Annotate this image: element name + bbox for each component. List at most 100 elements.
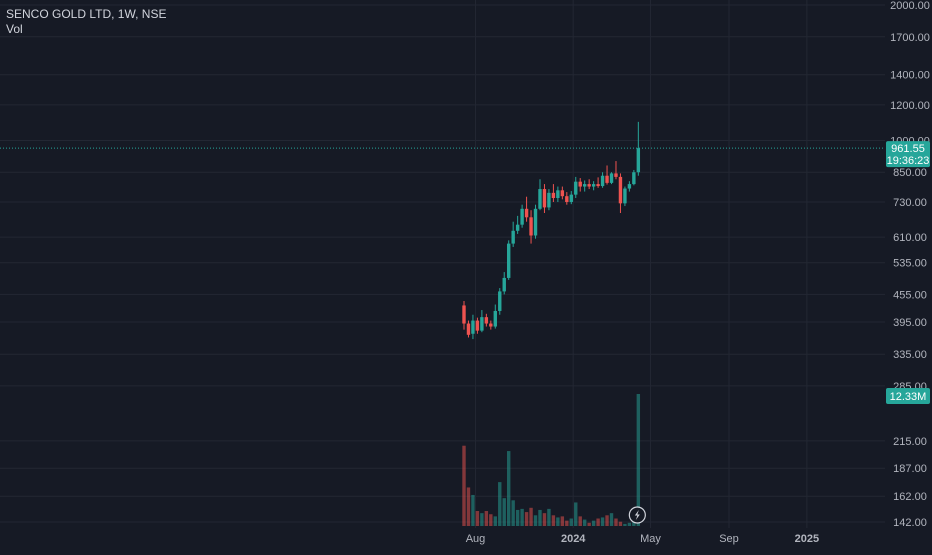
candle-body <box>569 194 573 202</box>
volume-bar <box>515 509 520 526</box>
candle-body <box>574 181 578 195</box>
time-tick-label: Aug <box>466 533 486 545</box>
price-tick-label: 1700.00 <box>890 32 930 44</box>
candle-body <box>582 184 587 187</box>
candle-body <box>489 323 493 327</box>
candle-body <box>591 184 596 187</box>
price-tick-label: 335.00 <box>893 349 927 361</box>
candle-body <box>520 208 524 225</box>
legend: SENCO GOLD LTD, 1W, NSE Vol <box>6 7 166 37</box>
volume-bar <box>596 518 600 526</box>
volume-bar <box>484 511 489 526</box>
volume-bar <box>524 512 529 526</box>
volume-bar <box>587 522 591 526</box>
volume-bar <box>520 508 524 526</box>
volume-bar <box>498 482 502 526</box>
price-tick-label: 1200.00 <box>890 100 930 112</box>
candle-body <box>605 175 609 183</box>
volume-bar <box>466 487 471 526</box>
lightning-icon[interactable] <box>628 506 646 524</box>
price-tick-label: 2000.00 <box>890 0 930 12</box>
volume-bar <box>493 516 497 526</box>
volume-bar <box>605 515 609 526</box>
time-tick-label: 2024 <box>561 533 586 545</box>
volume-bar <box>547 508 551 526</box>
candle-body <box>623 188 627 204</box>
candle-body <box>614 173 618 177</box>
candle-body <box>502 277 506 292</box>
volume-bar <box>565 520 569 526</box>
price-tick-label: 455.00 <box>893 289 927 301</box>
candle-body <box>475 320 480 331</box>
candle-body <box>533 208 538 236</box>
candle-body <box>484 317 489 324</box>
time-tick-label: Sep <box>719 533 739 545</box>
price-tick-label: 395.00 <box>893 317 927 329</box>
price-tick-label: 187.00 <box>893 463 927 475</box>
last-volume-label: 12.33M <box>890 391 927 403</box>
volume-bar <box>600 517 605 526</box>
price-tick-label: 535.00 <box>893 258 927 270</box>
candle-body <box>547 192 551 208</box>
candle-body <box>493 310 497 327</box>
price-tick-label: 215.00 <box>893 436 927 448</box>
volume-bar <box>569 518 573 526</box>
time-tick-label: 2025 <box>795 533 819 545</box>
volume-bar <box>591 520 596 526</box>
grid-lines <box>0 0 885 528</box>
volume-bar <box>511 500 515 526</box>
candle-body <box>565 196 569 202</box>
volume-bars <box>462 394 641 526</box>
candles <box>462 121 641 340</box>
volume-bar <box>627 522 632 526</box>
volume-bar <box>609 513 614 526</box>
volume-bar <box>507 451 511 526</box>
candle-body <box>466 323 471 335</box>
candle-body <box>471 320 475 334</box>
price-tick-label: 850.00 <box>893 167 927 179</box>
volume-bar <box>529 507 533 526</box>
last-price-badge <box>886 141 930 168</box>
symbol-title[interactable]: SENCO GOLD LTD, 1W, NSE <box>6 7 167 21</box>
price-tick-label: 162.00 <box>893 491 927 503</box>
time-axis[interactable]: Aug 2024 May Sep 2025 <box>466 533 819 545</box>
price-tick-label: 1400.00 <box>890 70 930 82</box>
candle-body <box>542 189 547 208</box>
volume-bar <box>623 523 627 526</box>
volume-bar <box>475 511 480 526</box>
countdown-label: 19:36:23 <box>887 155 930 167</box>
candle-body <box>524 208 529 218</box>
price-axis[interactable]: 2000.001700.001400.001200.001000.00850.0… <box>890 0 930 529</box>
last-price-label: 961.55 <box>891 143 925 155</box>
candle-body <box>507 243 511 278</box>
volume-bar <box>538 509 542 526</box>
candle-body <box>551 192 556 199</box>
volume-bar <box>502 498 506 526</box>
candle-body <box>560 190 565 197</box>
candle-body <box>538 189 542 209</box>
candle-body <box>600 175 605 187</box>
candle-body <box>587 184 591 187</box>
candle-body <box>596 184 600 187</box>
volume-bar <box>618 521 623 526</box>
volume-bar <box>574 502 578 526</box>
candle-body <box>480 317 484 331</box>
candle-body <box>529 217 533 236</box>
candle-body <box>556 190 560 199</box>
lightning-glyph <box>634 510 640 520</box>
volume-legend[interactable]: Vol <box>6 22 23 36</box>
price-tick-label: 142.00 <box>893 517 927 529</box>
volume-bar <box>542 513 547 526</box>
time-tick-label: May <box>640 533 661 545</box>
volume-bar <box>636 394 641 526</box>
volume-bar <box>471 494 475 526</box>
candle-body <box>511 230 515 244</box>
price-tick-label: 730.00 <box>893 197 927 209</box>
volume-bar <box>560 516 565 526</box>
volume-bar <box>632 520 636 526</box>
candle-body <box>627 184 632 189</box>
candle-body <box>578 181 582 187</box>
